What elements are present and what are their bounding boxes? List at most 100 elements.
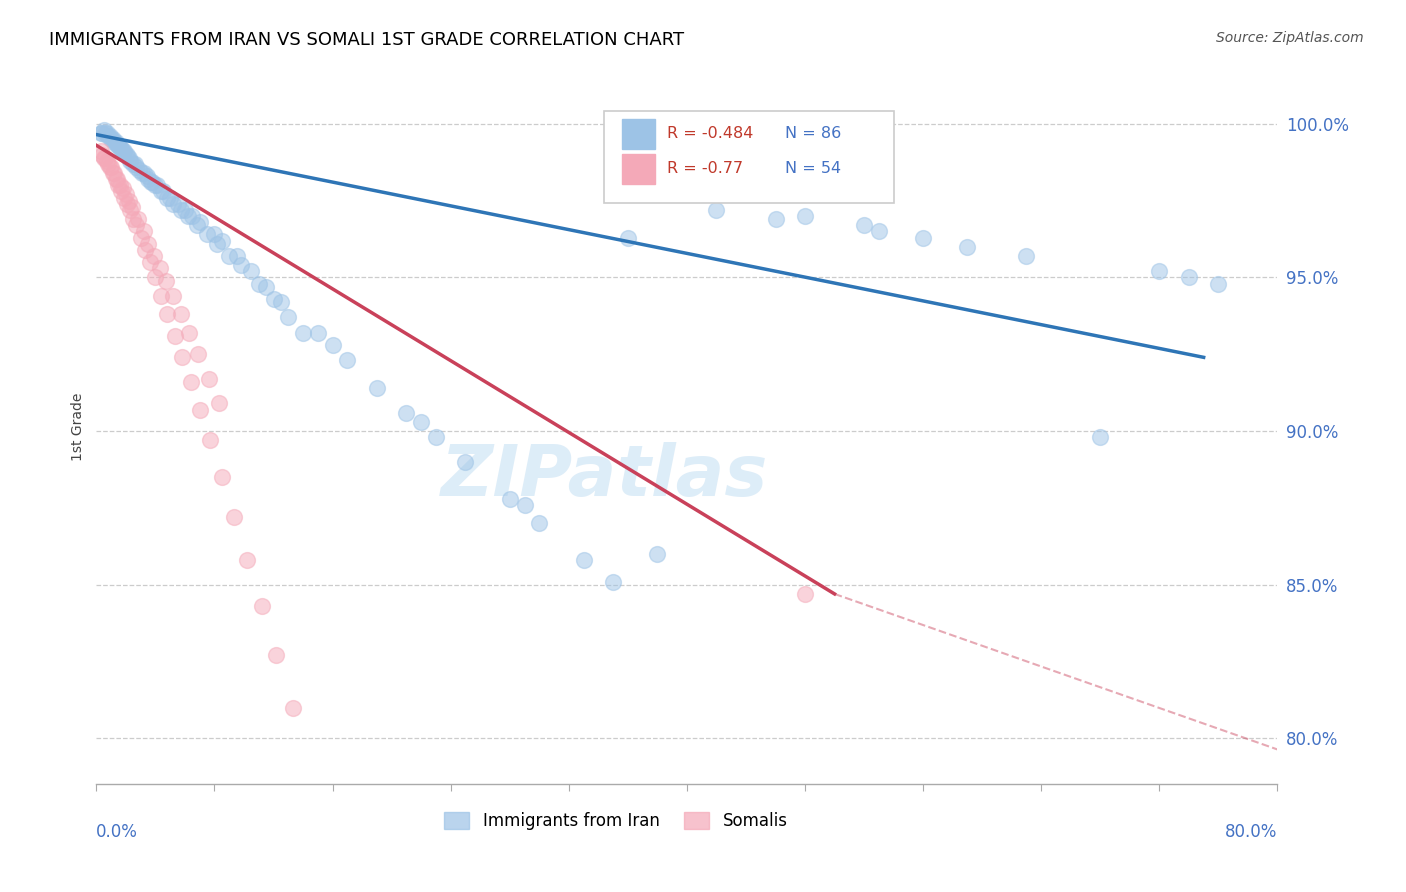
Point: [124, 157, 146, 171]
Text: N = 86: N = 86: [785, 126, 841, 141]
Point: [134, 243, 156, 257]
Point: [366, 381, 388, 395]
Point: [211, 234, 233, 248]
Point: [250, 599, 273, 614]
Point: [138, 255, 160, 269]
Point: [117, 196, 139, 211]
Point: [277, 310, 299, 325]
Point: [240, 264, 263, 278]
Point: [111, 181, 134, 195]
Point: [108, 141, 131, 155]
Point: [204, 227, 226, 242]
Point: [107, 178, 129, 193]
Point: [1015, 249, 1038, 263]
Point: [281, 700, 304, 714]
Point: [98, 129, 121, 144]
Point: [100, 132, 122, 146]
Point: [117, 147, 139, 161]
Point: [91, 147, 114, 161]
Point: [96, 126, 118, 140]
Point: [647, 547, 669, 561]
Text: Source: ZipAtlas.com: Source: ZipAtlas.com: [1216, 31, 1364, 45]
Text: R = -0.484: R = -0.484: [666, 126, 754, 141]
Point: [706, 202, 728, 217]
Point: [166, 196, 188, 211]
Point: [162, 196, 184, 211]
Point: [188, 215, 211, 229]
Point: [307, 326, 329, 340]
Point: [93, 123, 115, 137]
Point: [132, 224, 155, 238]
Point: [136, 236, 159, 251]
Point: [229, 258, 252, 272]
Point: [93, 151, 115, 165]
Point: [617, 230, 640, 244]
Point: [152, 185, 174, 199]
Point: [270, 295, 292, 310]
Point: [225, 249, 247, 263]
Point: [103, 166, 125, 180]
Point: [111, 145, 134, 159]
Point: [186, 218, 208, 232]
Text: IMMIGRANTS FROM IRAN VS SOMALI 1ST GRADE CORRELATION CHART: IMMIGRANTS FROM IRAN VS SOMALI 1ST GRADE…: [49, 31, 685, 49]
Point: [1149, 264, 1171, 278]
Text: N = 54: N = 54: [785, 161, 841, 176]
Point: [90, 145, 112, 159]
Bar: [621, 153, 655, 184]
Point: [127, 212, 149, 227]
Point: [141, 175, 163, 189]
Point: [395, 406, 418, 420]
Point: [236, 553, 259, 567]
Point: [121, 200, 143, 214]
Point: [104, 135, 127, 149]
Point: [91, 126, 114, 140]
Point: [794, 209, 817, 223]
Legend: Immigrants from Iran, Somalis: Immigrants from Iran, Somalis: [437, 805, 794, 837]
Point: [90, 126, 112, 140]
Point: [218, 249, 240, 263]
Point: [125, 160, 148, 174]
Point: [101, 132, 124, 146]
Point: [956, 240, 979, 254]
Point: [454, 455, 477, 469]
Point: [187, 347, 209, 361]
Point: [853, 218, 876, 232]
Point: [174, 202, 197, 217]
Point: [122, 157, 145, 171]
Text: R = -0.77: R = -0.77: [666, 161, 742, 176]
Point: [1090, 430, 1112, 444]
Point: [120, 153, 142, 168]
Point: [180, 375, 202, 389]
Point: [146, 178, 169, 193]
Point: [208, 396, 231, 410]
Point: [97, 129, 120, 144]
Point: [207, 236, 229, 251]
Point: [110, 141, 132, 155]
Point: [94, 151, 117, 165]
Point: [98, 160, 121, 174]
Point: [156, 307, 179, 321]
Point: [197, 372, 219, 386]
Point: [336, 353, 359, 368]
Point: [115, 187, 138, 202]
Point: [155, 273, 177, 287]
Point: [411, 415, 433, 429]
Point: [97, 157, 120, 171]
Point: [292, 326, 315, 340]
Point: [169, 202, 191, 217]
Point: [868, 224, 890, 238]
Point: [181, 209, 204, 223]
Point: [177, 209, 200, 223]
Point: [169, 307, 191, 321]
Point: [195, 227, 218, 242]
Point: [1208, 277, 1230, 291]
Point: [105, 172, 128, 186]
Point: [129, 230, 152, 244]
Y-axis label: 1st Grade: 1st Grade: [72, 392, 86, 460]
Point: [572, 553, 595, 567]
Point: [120, 202, 142, 217]
Text: 0.0%: 0.0%: [97, 823, 138, 841]
Point: [118, 194, 141, 208]
Point: [94, 126, 117, 140]
Point: [145, 178, 167, 193]
